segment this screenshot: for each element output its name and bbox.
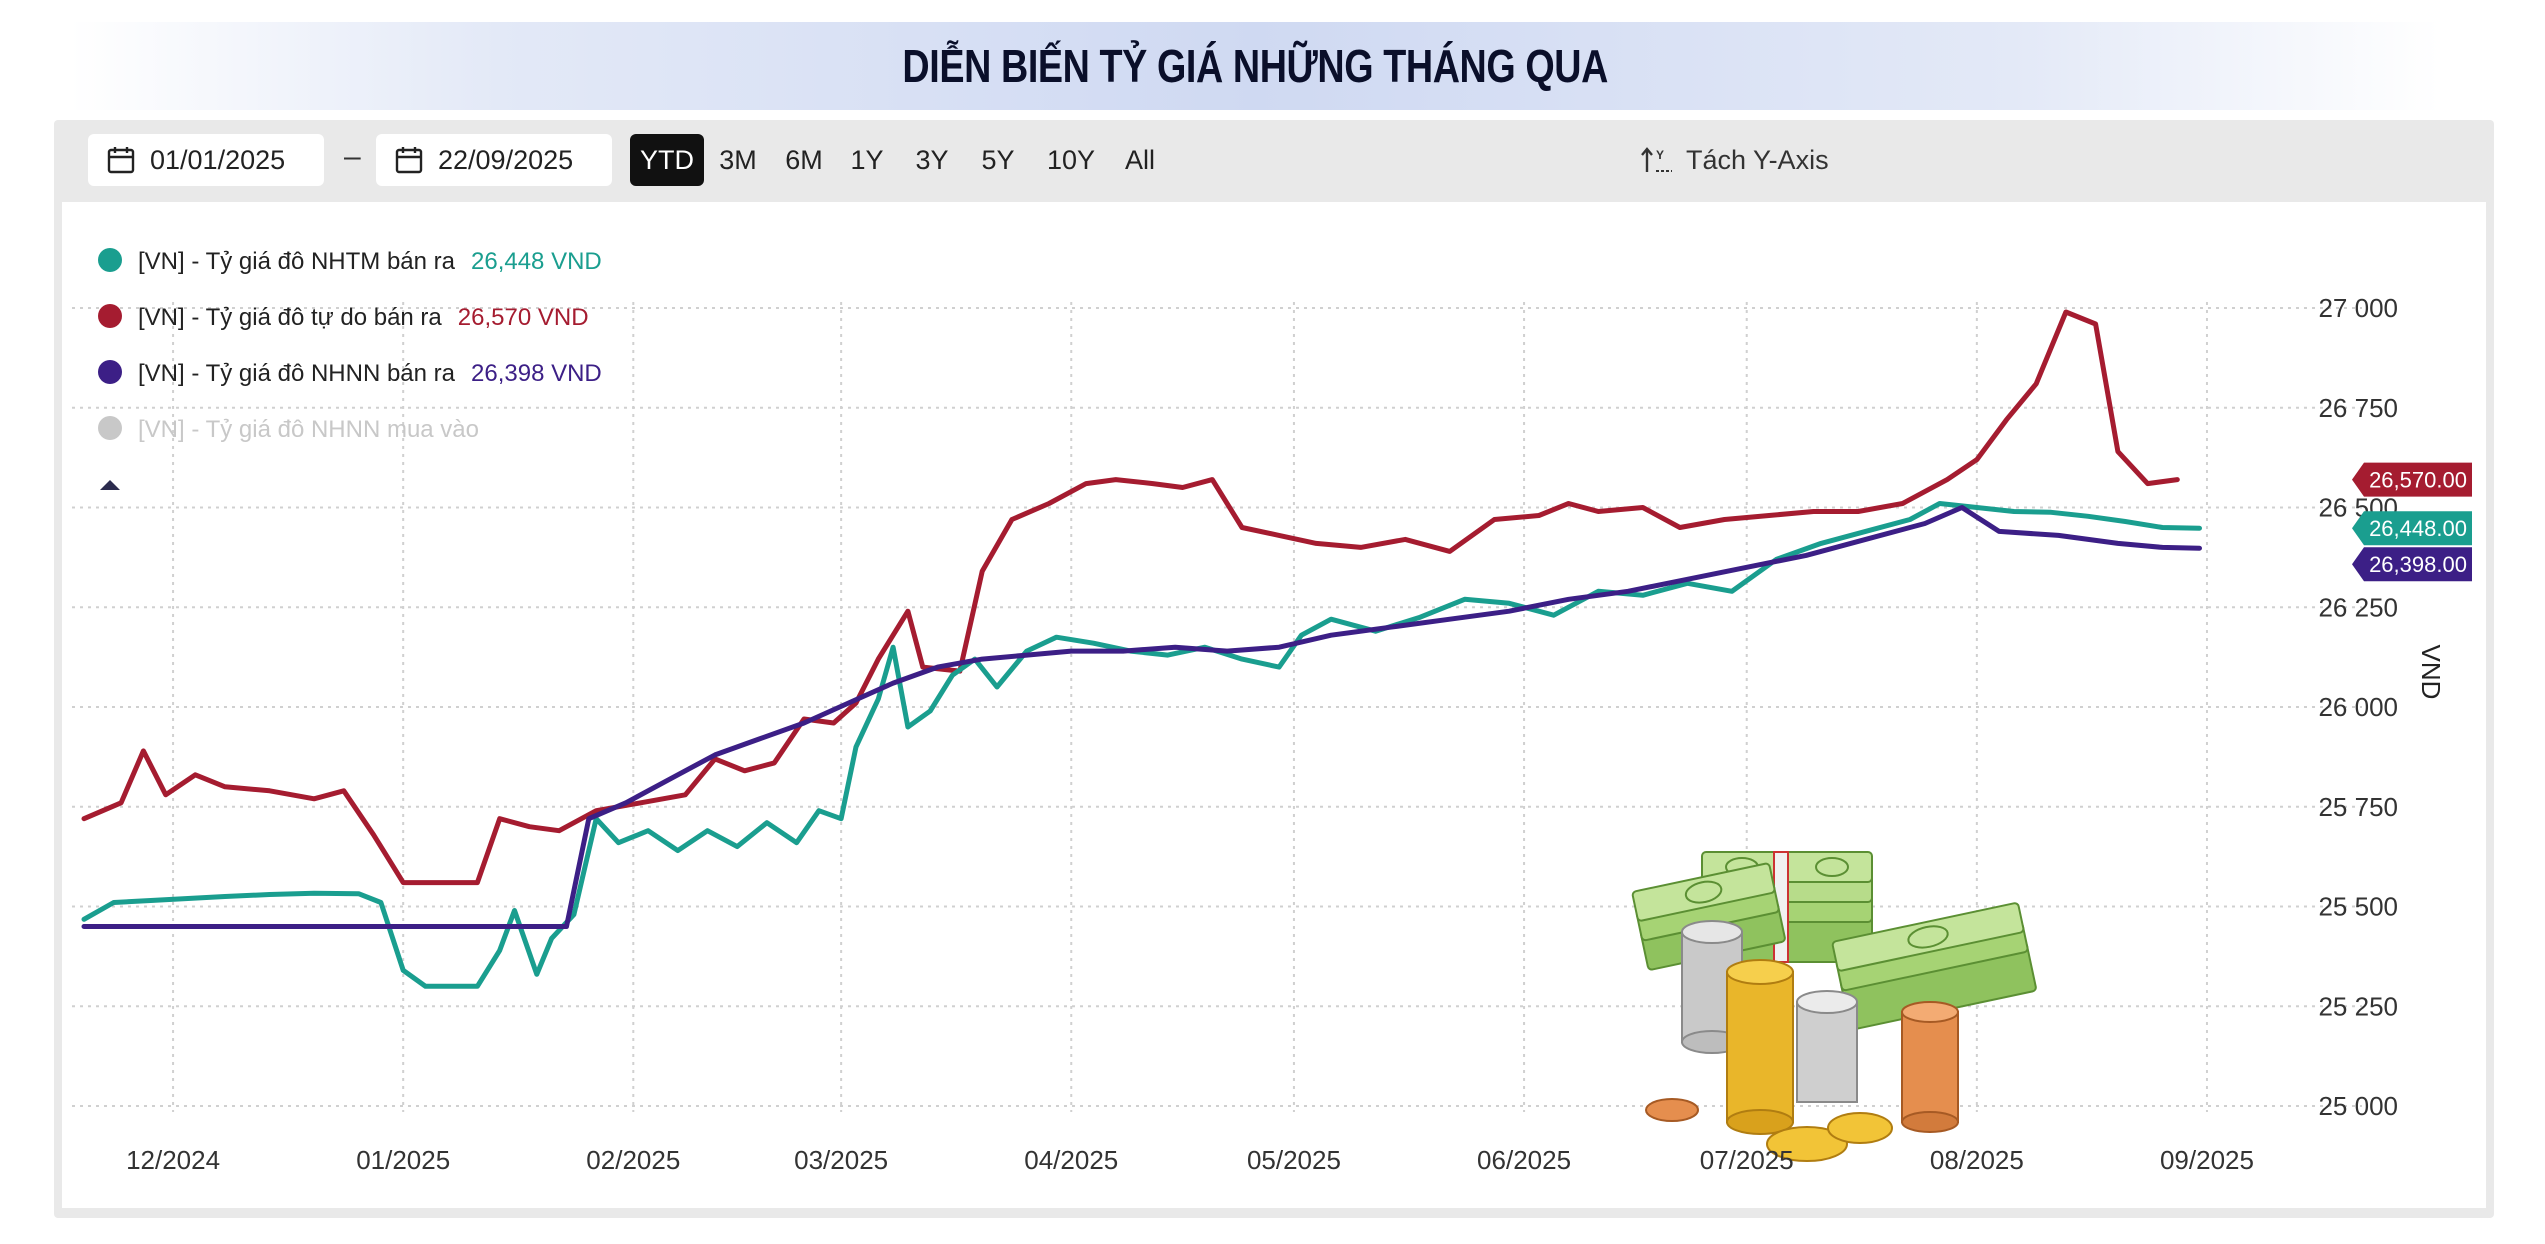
series-line	[81, 309, 2180, 886]
range-button-10y[interactable]: 10Y	[1046, 145, 1096, 175]
legend: [VN] - Tỷ giá đô NHTM bán ra 26,448 VND[V…	[98, 248, 602, 490]
legend-item[interactable]: [VN] - Tỷ giá đô tự do bán ra 26,570 VND	[98, 304, 589, 331]
legend-item[interactable]: [VN] - Tỷ giá đô NHTM bán ra 26,448 VND	[98, 248, 602, 275]
y-tick-label: 25 500	[2318, 892, 2398, 922]
legend-label: [VN] - Tỷ giá đô NHNN bán ra	[138, 360, 456, 387]
legend-label: [VN] - Tỷ giá đô NHNN mua vào	[138, 416, 479, 443]
legend-item[interactable]: [VN] - Tỷ giá đô NHNN bán ra 26,398 VND	[98, 360, 602, 387]
legend-item[interactable]: [VN] - Tỷ giá đô NHNN mua vào	[98, 416, 479, 443]
range-button-ytd[interactable]: YTD	[630, 134, 704, 186]
range-button-3m[interactable]: 3M	[719, 145, 757, 175]
end-value-tag: 26,570.00	[2352, 462, 2472, 497]
range-button-5y[interactable]: 5Y	[981, 145, 1015, 175]
range-button-1y[interactable]: 1Y	[850, 145, 884, 175]
y-tick-label: 26 250	[2318, 592, 2398, 622]
split-y-axis-toggle[interactable]: Y Tách Y-Axis	[1640, 134, 1829, 186]
x-tick-label: 01/2025	[356, 1145, 450, 1175]
start-date-picker[interactable]: 01/01/2025	[88, 134, 324, 186]
x-tick-label: 02/2025	[586, 1145, 680, 1175]
legend-value: 26,448 VND	[471, 248, 602, 275]
legend-marker	[98, 360, 122, 384]
start-date-value: 01/01/2025	[150, 144, 286, 175]
plot-area: 27 000 26 750 26 500 26 250 26 000 25 750 25 5…	[62, 202, 2486, 1208]
calendar-icon	[395, 147, 423, 174]
end-value-text: 26,398.00	[2369, 552, 2467, 577]
legend-marker	[98, 416, 122, 440]
title-banner: DIỄN BIẾN TỶ GIÁ NHỮNG THÁNG QUA	[70, 22, 2440, 110]
chart-panel: 01/01/2025 – 22/09/2025 YTD 3M 6M 1Y 3Y …	[54, 120, 2494, 1218]
end-value-tag-shape	[2352, 511, 2472, 546]
legend-marker	[98, 248, 122, 272]
date-separator: –	[344, 140, 361, 173]
split-axis-label: Tách Y-Axis	[1686, 144, 1829, 175]
y-tick-label: 25 250	[2318, 991, 2398, 1021]
y-tick-label: 26 750	[2318, 393, 2398, 423]
money-illustration	[1631, 851, 2037, 1162]
range-button-all[interactable]: All	[1124, 145, 1155, 175]
legend-value: 26,570 VND	[458, 304, 589, 331]
series-lines	[81, 309, 2202, 989]
split-axis-icon: Y	[1641, 147, 1672, 172]
x-tick-label: 08/2025	[1930, 1145, 2024, 1175]
legend-collapse-icon[interactable]	[100, 480, 120, 490]
y-tick-label: 25 000	[2318, 1091, 2398, 1121]
end-value-tag-shape	[2352, 547, 2472, 582]
y-tick-label: 26 000	[2318, 692, 2398, 722]
calendar-icon	[107, 147, 135, 174]
x-tick-label: 06/2025	[1477, 1145, 1571, 1175]
end-value-text: 26,570.00	[2369, 468, 2467, 493]
series-line	[81, 501, 2202, 989]
range-button-6m[interactable]: 6M	[785, 145, 823, 175]
series-line	[81, 505, 2202, 929]
end-date-value: 22/09/2025	[438, 144, 574, 175]
legend-label: [VN] - Tỷ giá đô tự do bán ra	[138, 304, 442, 331]
legend-value: 26,398 VND	[471, 360, 602, 387]
x-tick-label: 05/2025	[1247, 1145, 1341, 1175]
end-value-tag: 26,398.00	[2352, 547, 2472, 582]
x-tick-label: 04/2025	[1024, 1145, 1118, 1175]
toolbar: 01/01/2025 – 22/09/2025 YTD 3M 6M 1Y 3Y …	[54, 120, 2494, 202]
svg-text:Y: Y	[1656, 148, 1664, 162]
x-tick-label: 09/2025	[2160, 1145, 2254, 1175]
legend-label: [VN] - Tỷ giá đô NHTM bán ra	[138, 248, 456, 275]
page-title: DIỄN BIẾN TỶ GIÁ NHỮNG THÁNG QUA	[902, 40, 1608, 92]
legend-marker	[98, 304, 122, 328]
end-date-picker[interactable]: 22/09/2025	[376, 134, 612, 186]
x-axis-labels: 12/2024 01/2025 02/2025 03/2025 04/2025 05/20…	[126, 1145, 2254, 1175]
end-value-labels: 26,448.00 26,570.00 26,398.00	[2352, 462, 2472, 582]
end-value-text: 26,448.00	[2369, 516, 2467, 541]
y-tick-label: 27 000	[2318, 293, 2398, 323]
x-tick-label: 07/2025	[1700, 1145, 1794, 1175]
end-value-tag: 26,448.00	[2352, 511, 2472, 546]
x-tick-label: 03/2025	[794, 1145, 888, 1175]
range-button-3y[interactable]: 3Y	[915, 145, 949, 175]
y-axis-title: VND	[2416, 645, 2446, 700]
y-tick-label: 25 750	[2318, 792, 2398, 822]
x-tick-label: 12/2024	[126, 1145, 220, 1175]
end-value-tag-shape	[2352, 462, 2472, 497]
